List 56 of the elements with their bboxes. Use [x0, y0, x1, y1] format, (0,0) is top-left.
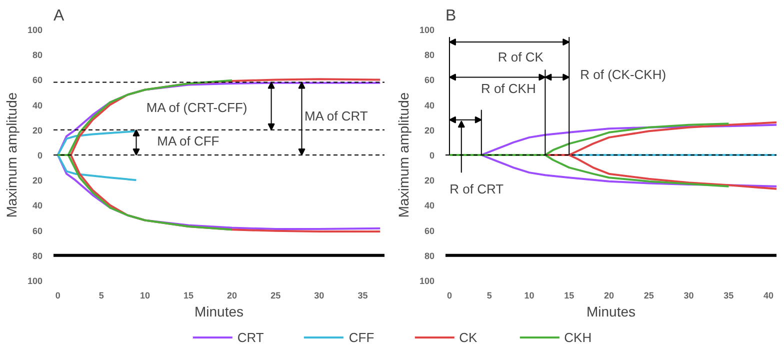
y-tick-label: 40: [424, 200, 435, 211]
x-tick-label: 25: [644, 290, 654, 300]
y-tick-label: 80: [32, 250, 43, 261]
y-tick-label: 20: [32, 176, 43, 186]
x-tick-label: 5: [98, 290, 104, 300]
annotation: R of CKH: [480, 80, 536, 96]
y-tick-label: 60: [424, 226, 435, 236]
x-tick-label: 5: [486, 290, 492, 300]
y-tick-label: 0: [429, 150, 435, 160]
y-tick-label: 20: [32, 125, 43, 136]
x-tick-label: 30: [314, 290, 324, 300]
x-tick-label: 35: [358, 290, 368, 300]
y-tick-label: 100: [27, 25, 43, 35]
y-tick-label: 60: [424, 75, 435, 86]
x-tick-label: 15: [564, 290, 574, 300]
annotation: R of CRT: [450, 181, 504, 196]
annotation: MA of CRT: [304, 108, 368, 124]
x-tick-label: 25: [270, 290, 281, 300]
x-axis-title: Minutes: [586, 304, 636, 320]
y-tick-label: 100: [419, 276, 435, 286]
y-axis-title: Maximum amplitude: [3, 92, 20, 218]
legend-label: CKH: [564, 330, 592, 344]
y-tick-label: 0: [37, 150, 43, 160]
y-tick-label: 40: [32, 100, 43, 110]
y-tick-label: 60: [32, 226, 43, 236]
legend-label: CFF: [348, 330, 374, 344]
y-tick-label: 80: [32, 50, 43, 60]
annotation: MA of CFF: [157, 134, 220, 149]
x-tick-label: 30: [684, 290, 694, 300]
y-tick-label: 80: [424, 50, 435, 60]
y-tick-label: 80: [424, 250, 435, 261]
x-tick-label: 15: [184, 290, 194, 300]
x-tick-label: 40: [764, 290, 774, 300]
annotation: R of CK: [498, 50, 544, 65]
y-tick-label: 40: [424, 100, 435, 110]
chart-title: A: [54, 8, 64, 24]
x-tick-label: 0: [446, 290, 452, 300]
legend-label: CRT: [237, 330, 264, 344]
x-tick-label: 20: [604, 290, 614, 300]
x-tick-label: 0: [55, 290, 60, 300]
annotation: MA of (CRT-CFF): [146, 100, 248, 115]
x-tick-label: 10: [140, 290, 150, 300]
y-axis-title: Maximum amplitude: [395, 92, 412, 218]
x-tick-label: 10: [524, 290, 534, 300]
y-tick-label: 20: [424, 176, 435, 186]
y-tick-label: 100: [27, 276, 43, 286]
y-tick-label: 20: [424, 125, 435, 136]
y-tick-label: 100: [419, 25, 435, 35]
chart-title: B: [446, 8, 456, 24]
x-axis-title: Minutes: [194, 304, 244, 320]
y-tick-label: 40: [32, 200, 43, 211]
annotation: R of (CK-CKH): [580, 67, 666, 82]
x-tick-label: 20: [227, 290, 238, 300]
x-tick-label: 35: [724, 290, 734, 300]
legend-label: CK: [459, 330, 478, 344]
y-tick-label: 60: [32, 75, 43, 86]
